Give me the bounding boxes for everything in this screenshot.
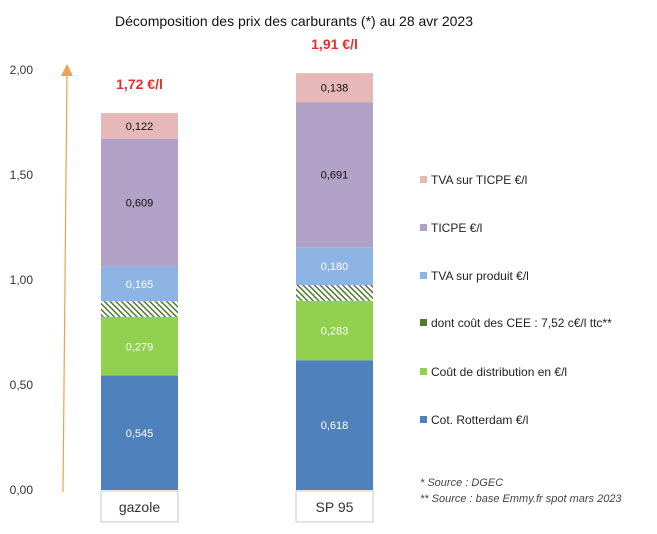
y-tick-label: 1,50 xyxy=(10,168,34,182)
bar-segment xyxy=(296,247,373,286)
data-label: 0,545 xyxy=(126,428,154,440)
y-tick-label: 0,50 xyxy=(10,378,34,392)
bar-segment xyxy=(101,266,178,302)
data-label: 0,283 xyxy=(321,326,349,338)
y-axis-arrow xyxy=(60,64,73,493)
data-label: 0,618 xyxy=(321,420,349,432)
total-label: 1,91 €/l xyxy=(311,36,358,52)
legend-label: TVA sur TICPE €/l xyxy=(431,173,527,187)
data-label: 0,691 xyxy=(321,170,349,182)
bar-segment xyxy=(296,360,373,490)
bar-segment xyxy=(101,138,178,267)
source-note: * Source : DGEC xyxy=(420,477,503,489)
legend-swatch xyxy=(420,272,427,279)
category-label: gazole xyxy=(119,499,160,515)
bar-segment xyxy=(296,73,373,103)
legend-label: TICPE €/l xyxy=(431,221,482,235)
legend-swatch xyxy=(420,416,427,423)
source-note: ** Source : base Emmy.fr spot mars 2023 xyxy=(420,493,622,505)
category-box xyxy=(100,490,179,523)
y-tick-label: 0,00 xyxy=(10,483,34,497)
bar-segment xyxy=(101,301,178,317)
category-label: SP 95 xyxy=(316,499,354,515)
legend-label: Cot. Rotterdam €/l xyxy=(431,413,528,427)
bar-segment xyxy=(101,316,178,376)
category-box xyxy=(295,490,374,523)
legend-swatch xyxy=(420,319,427,326)
legend-swatch xyxy=(420,224,427,231)
y-tick-label: 1,00 xyxy=(10,273,34,287)
data-label: 0,180 xyxy=(321,261,349,273)
legend-swatch xyxy=(420,368,427,375)
data-label: 0,165 xyxy=(126,279,154,291)
total-label: 1,72 €/l xyxy=(116,76,163,92)
data-label: 0,609 xyxy=(126,198,154,210)
bar-segment xyxy=(296,102,373,248)
bar-segment xyxy=(296,300,373,361)
data-label: 0,279 xyxy=(126,341,154,353)
legend-label: Coût de distribution en €/l xyxy=(431,365,567,379)
bar-segment xyxy=(101,113,178,139)
data-label: 0,122 xyxy=(126,121,154,133)
chart-title: Décomposition des prix des carburants (*… xyxy=(115,13,473,29)
data-label: 0,138 xyxy=(321,83,349,95)
legend-label: TVA sur produit €/l xyxy=(431,269,529,283)
bar-segment xyxy=(296,285,373,301)
legend-swatch xyxy=(420,176,427,183)
legend-label: dont coût des CEE : 7,52 c€/l ttc** xyxy=(431,316,612,330)
y-tick-label: 2,00 xyxy=(10,63,34,77)
bar-segment xyxy=(101,375,178,490)
